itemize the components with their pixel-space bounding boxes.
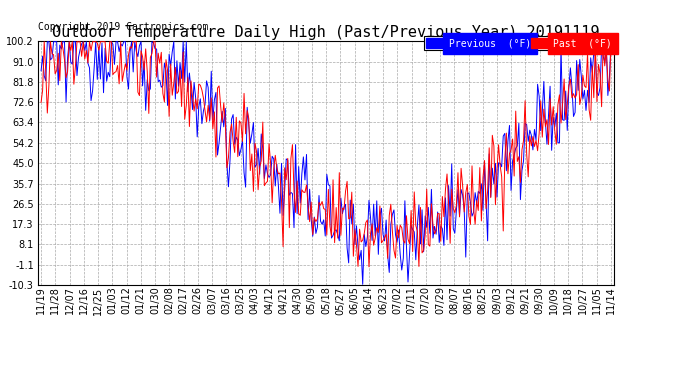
Title: Outdoor Temperature Daily High (Past/Previous Year) 20191119: Outdoor Temperature Daily High (Past/Pre… <box>52 25 600 40</box>
Text: Copyright 2019 Cartronics.com: Copyright 2019 Cartronics.com <box>38 21 208 32</box>
Legend: Previous  (°F), Past  (°F): Previous (°F), Past (°F) <box>424 36 614 50</box>
